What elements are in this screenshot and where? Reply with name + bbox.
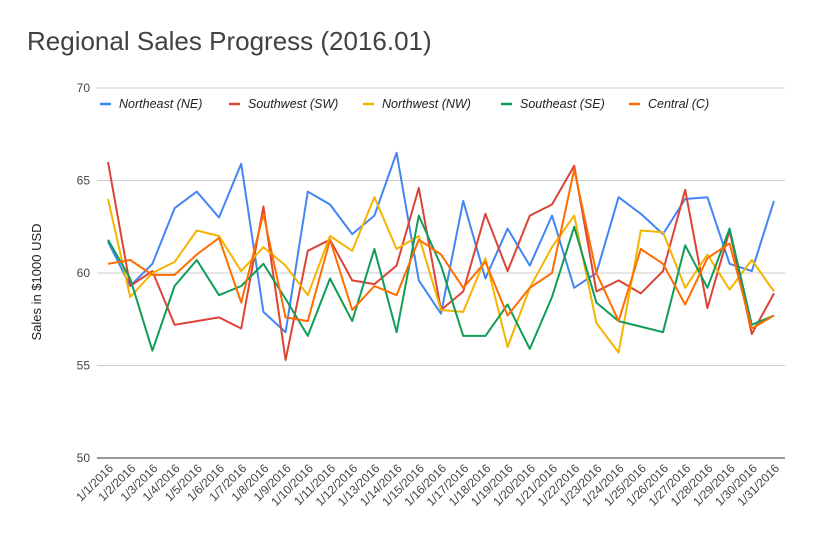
series-layer xyxy=(107,151,775,361)
x-tick-labels: 1/1/20161/2/20161/3/20161/4/20161/5/2016… xyxy=(73,461,782,509)
grid-layer xyxy=(97,87,785,459)
y-tick-label: 50 xyxy=(77,451,91,465)
legend-label: Southeast (SE) xyxy=(520,97,605,111)
chart-title: Regional Sales Progress (2016.01) xyxy=(27,26,432,56)
series-line-4 xyxy=(107,168,775,330)
y-axis-label: Sales in $1000 USD xyxy=(29,223,44,340)
y-tick-label: 55 xyxy=(77,359,91,373)
legend-label: Central (C) xyxy=(648,97,709,111)
y-tick-label: 60 xyxy=(77,266,91,280)
legend-label: Southwest (SW) xyxy=(248,97,338,111)
series-line-2 xyxy=(107,196,775,354)
series-line-3 xyxy=(107,214,775,352)
y-tick-label: 70 xyxy=(77,81,91,95)
legend-label: Northwest (NW) xyxy=(382,97,471,111)
y-tick-label: 65 xyxy=(77,174,91,188)
legend-label: Northeast (NE) xyxy=(119,97,202,111)
legend: Northeast (NE) Southwest (SW) Northwest (N… xyxy=(100,97,709,111)
y-tick-labels: 50 55 60 65 70 xyxy=(77,81,91,465)
